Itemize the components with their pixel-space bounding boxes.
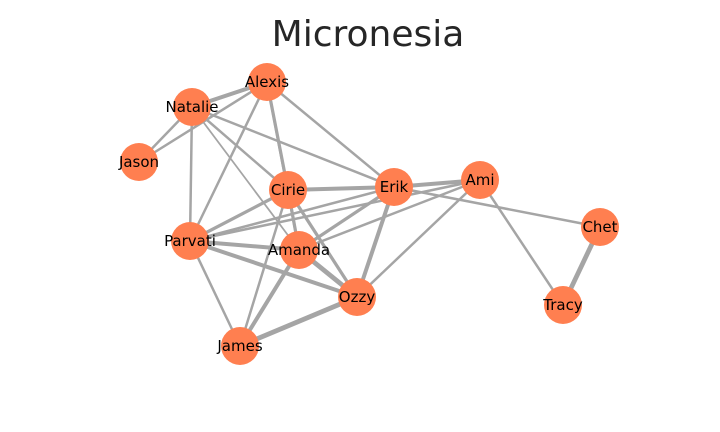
node-amanda: Amanda: [268, 231, 330, 269]
node-circle-james: [221, 327, 259, 365]
node-circle-jason: [120, 143, 158, 181]
edge-ami-parvati: [188, 178, 482, 243]
node-label-ozzy: Ozzy: [339, 288, 376, 306]
edge-ami-tracy: [478, 178, 565, 307]
node-alexis: Alexis: [245, 63, 289, 101]
node-label-chet: Chet: [582, 218, 617, 236]
node-james: James: [216, 327, 263, 365]
node-circle-ami: [461, 161, 499, 199]
node-natalie: Natalie: [165, 88, 219, 126]
edge-ozzy-james: [237, 294, 360, 349]
edge-natalie-parvati: [188, 105, 194, 243]
node-circle-parvati: [171, 222, 209, 260]
node-label-alexis: Alexis: [245, 73, 289, 91]
node-label-amanda: Amanda: [268, 241, 330, 259]
node-label-tracy: Tracy: [542, 296, 583, 314]
node-label-james: James: [216, 337, 262, 355]
node-circle-amanda: [280, 231, 318, 269]
node-circle-natalie: [173, 88, 211, 126]
node-circle-ozzy: [338, 278, 376, 316]
edge-erik-ozzy: [355, 185, 396, 299]
edge-natalie-cirie: [190, 105, 290, 192]
node-circle-alexis: [248, 63, 286, 101]
edge-parvati-ozzy: [188, 239, 359, 299]
node-jason: Jason: [118, 143, 159, 181]
edge-natalie-erik: [190, 105, 396, 189]
node-label-erik: Erik: [380, 178, 409, 196]
node-label-jason: Jason: [118, 153, 159, 171]
node-tracy: Tracy: [542, 286, 583, 324]
edge-erik-parvati: [188, 185, 396, 243]
node-circle-cirie: [269, 171, 307, 209]
node-label-natalie: Natalie: [165, 98, 218, 116]
node-label-cirie: Cirie: [271, 181, 305, 199]
edge-cirie-ozzy: [286, 188, 359, 299]
edge-cirie-james: [238, 188, 290, 348]
edge-ami-amanda: [297, 178, 482, 252]
node-parvati: Parvati: [164, 222, 216, 260]
edge-alexis-parvati: [188, 80, 269, 243]
edge-natalie-amanda: [191, 106, 300, 251]
node-chet: Chet: [581, 208, 619, 246]
node-layer: Alexis Natalie Jason Cirie Erik Ami Chet Parvat…: [118, 63, 619, 365]
node-circle-tracy: [544, 286, 582, 324]
node-circle-chet: [581, 208, 619, 246]
node-label-parvati: Parvati: [164, 232, 216, 250]
edge-parvati-james: [188, 239, 242, 348]
node-cirie: Cirie: [269, 171, 307, 209]
node-label-ami: Ami: [465, 171, 494, 189]
edge-ami-ozzy: [355, 178, 482, 299]
node-circle-erik: [375, 168, 413, 206]
node-ami: Ami: [461, 161, 499, 199]
edge-alexis-erik: [265, 80, 396, 189]
node-ozzy: Ozzy: [338, 278, 376, 316]
graph-title: Micronesia: [272, 14, 465, 55]
node-erik: Erik: [375, 168, 413, 206]
